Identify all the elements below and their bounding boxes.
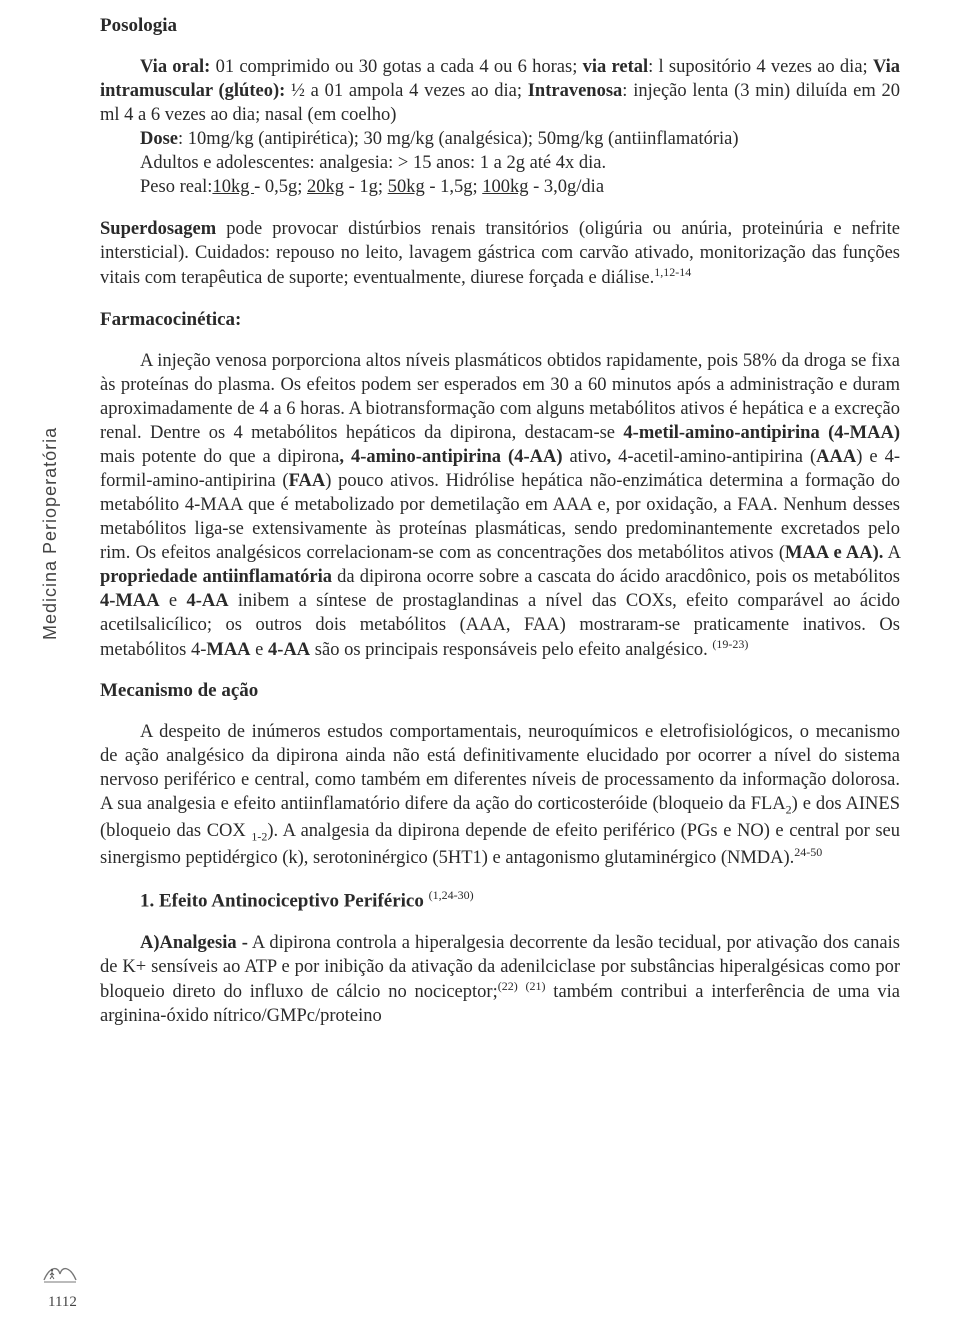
mecanismo-p1: A despeito de inúmeros estudos comportam… <box>100 720 900 870</box>
posologia-p4: Peso real:10kg - 0,5g; 20kg - 1g; 50kg -… <box>100 175 900 199</box>
side-label: Medicina Perioperatória <box>40 427 61 640</box>
heading-farmacocinetica: Farmacocinética: <box>100 309 900 331</box>
posologia-p5: Superdosagem pode provocar distúrbios re… <box>100 217 900 290</box>
farmacocinetica-p1: A injeção venosa porporciona altos nívei… <box>100 349 900 663</box>
heading-posologia: Posologia <box>100 15 900 37</box>
page-logo-icon <box>42 1260 78 1288</box>
document-page: Medicina Perioperatória Posologia Via or… <box>0 0 960 1326</box>
efeito1-p1: A)Analgesia - A dipirona controla a hipe… <box>100 931 900 1028</box>
page-number: 1112 <box>48 1294 77 1311</box>
posologia-p1: Via oral: 01 comprimido ou 30 gotas a ca… <box>100 55 900 127</box>
heading-efeito1: 1. Efeito Antinociceptivo Periférico (1,… <box>140 888 900 912</box>
posologia-p2: Dose: 10mg/kg (antipirética); 30 mg/kg (… <box>100 127 900 151</box>
posologia-p3: Adultos e adolescentes: analgesia: > 15 … <box>100 151 900 175</box>
heading-mecanismo: Mecanismo de ação <box>100 680 900 702</box>
